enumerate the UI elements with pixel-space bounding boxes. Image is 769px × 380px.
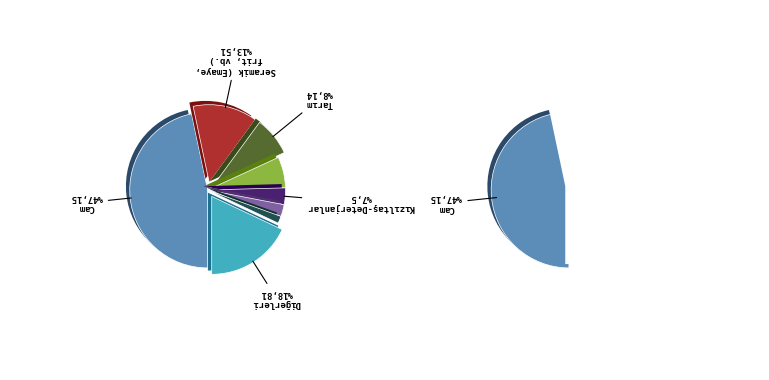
Text: Tarım
%8,14: Tarım %8,14 [273,89,333,136]
Wedge shape [208,190,281,223]
Wedge shape [214,122,285,185]
Wedge shape [549,108,643,264]
Wedge shape [208,193,278,271]
Wedge shape [204,184,281,201]
Wedge shape [208,157,285,190]
Wedge shape [210,119,281,181]
Wedge shape [193,105,255,182]
Wedge shape [189,101,251,179]
Text: Cam
%47,15: Cam %47,15 [430,193,497,212]
Text: Cam
%47,15: Cam %47,15 [71,193,131,212]
Text: Kızıltaş-Deterjanlar
%7,5: Kızıltaş-Deterjanlar %7,5 [285,193,414,212]
Wedge shape [204,186,281,212]
Wedge shape [211,196,282,274]
Text: Seramik (Emaye,
frit, vb.)
%13,51: Seramik (Emaye, frit, vb.) %13,51 [195,45,276,108]
Wedge shape [204,186,277,219]
Wedge shape [126,110,204,264]
Wedge shape [130,114,208,268]
Wedge shape [491,114,569,268]
Wedge shape [208,188,285,205]
Text: Diğerleri
%18,81: Diğerleri %18,81 [252,261,301,308]
Wedge shape [204,154,281,186]
Wedge shape [488,110,565,264]
Wedge shape [208,190,284,216]
Wedge shape [553,112,647,268]
